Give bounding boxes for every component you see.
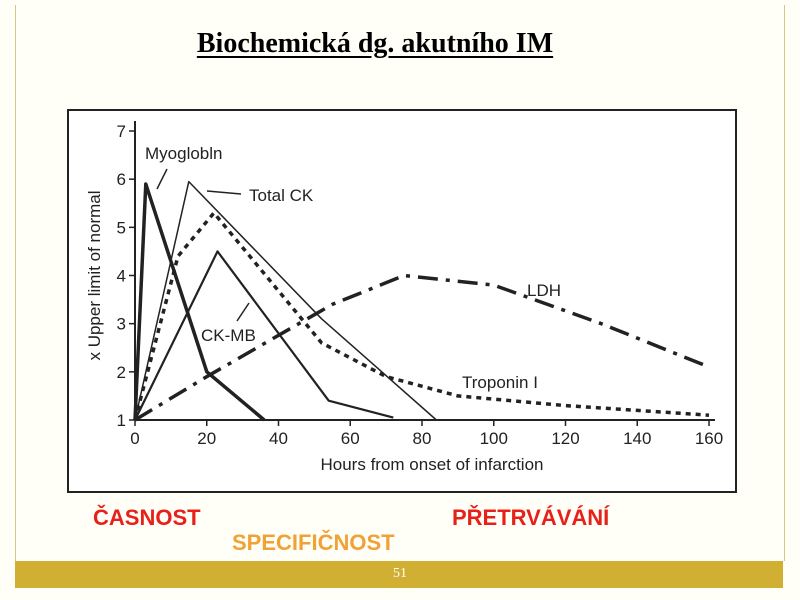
series-label-ck-mb: CK-MB <box>201 326 256 345</box>
y-axis-label: x Upper limit of normal <box>85 190 104 360</box>
y-tick-label: 5 <box>117 218 126 237</box>
y-tick-label: 7 <box>117 122 126 141</box>
x-tick-label: 100 <box>480 429 508 448</box>
series-line-ldh <box>134 273 710 422</box>
series-line-troponin-i <box>133 211 710 421</box>
leader-ck-mb <box>236 302 250 322</box>
x-tick-label: 80 <box>413 429 432 448</box>
x-tick-label: 0 <box>130 429 139 448</box>
series-line-ck-mb <box>134 250 394 421</box>
x-tick-label: 60 <box>341 429 360 448</box>
y-tick-label: 3 <box>117 315 126 334</box>
series-line-total-ck <box>134 180 437 421</box>
x-tick-label: 120 <box>551 429 579 448</box>
x-tick-label: 140 <box>623 429 651 448</box>
line-chart: 1 2 3 4 5 6 7 0 20 40 60 80 100 120 140 160 Hours from o… <box>85 121 723 474</box>
x-axis-label: Hours from onset of infarction <box>321 455 544 474</box>
leader-total-ck <box>206 190 242 195</box>
x-tick-label: 20 <box>197 429 216 448</box>
x-tick-label: 160 <box>695 429 723 448</box>
x-tick-label: 40 <box>269 429 288 448</box>
early-label: ČASNOST <box>93 505 201 530</box>
series-label-total-ck: Total CK <box>249 186 314 205</box>
y-tick-label: 1 <box>117 411 126 430</box>
slide-title: Biochemická dg. akutního IM <box>196 28 554 59</box>
specificity-label: SPECIFIČNOST <box>232 530 395 555</box>
series-label-myoglobin: Myoglobln <box>145 144 223 163</box>
chart-container: 1 2 3 4 5 6 7 0 20 40 60 80 100 120 140 160 Hours from o… <box>67 109 737 493</box>
series-label-ldh: LDH <box>527 281 561 300</box>
series-line-myoglobin <box>133 182 266 422</box>
slide-frame <box>15 5 785 561</box>
series-label-troponin-i: Troponin I <box>462 373 538 392</box>
y-tick-label: 6 <box>117 170 126 189</box>
y-tick-label: 4 <box>117 267 126 286</box>
duration-label: PŘETRVÁVÁNÍ <box>452 505 610 530</box>
footer-bar <box>15 561 783 588</box>
page-number: 51 <box>393 566 407 581</box>
y-tick-label: 2 <box>117 363 126 382</box>
leader-myoglobin <box>156 168 168 190</box>
